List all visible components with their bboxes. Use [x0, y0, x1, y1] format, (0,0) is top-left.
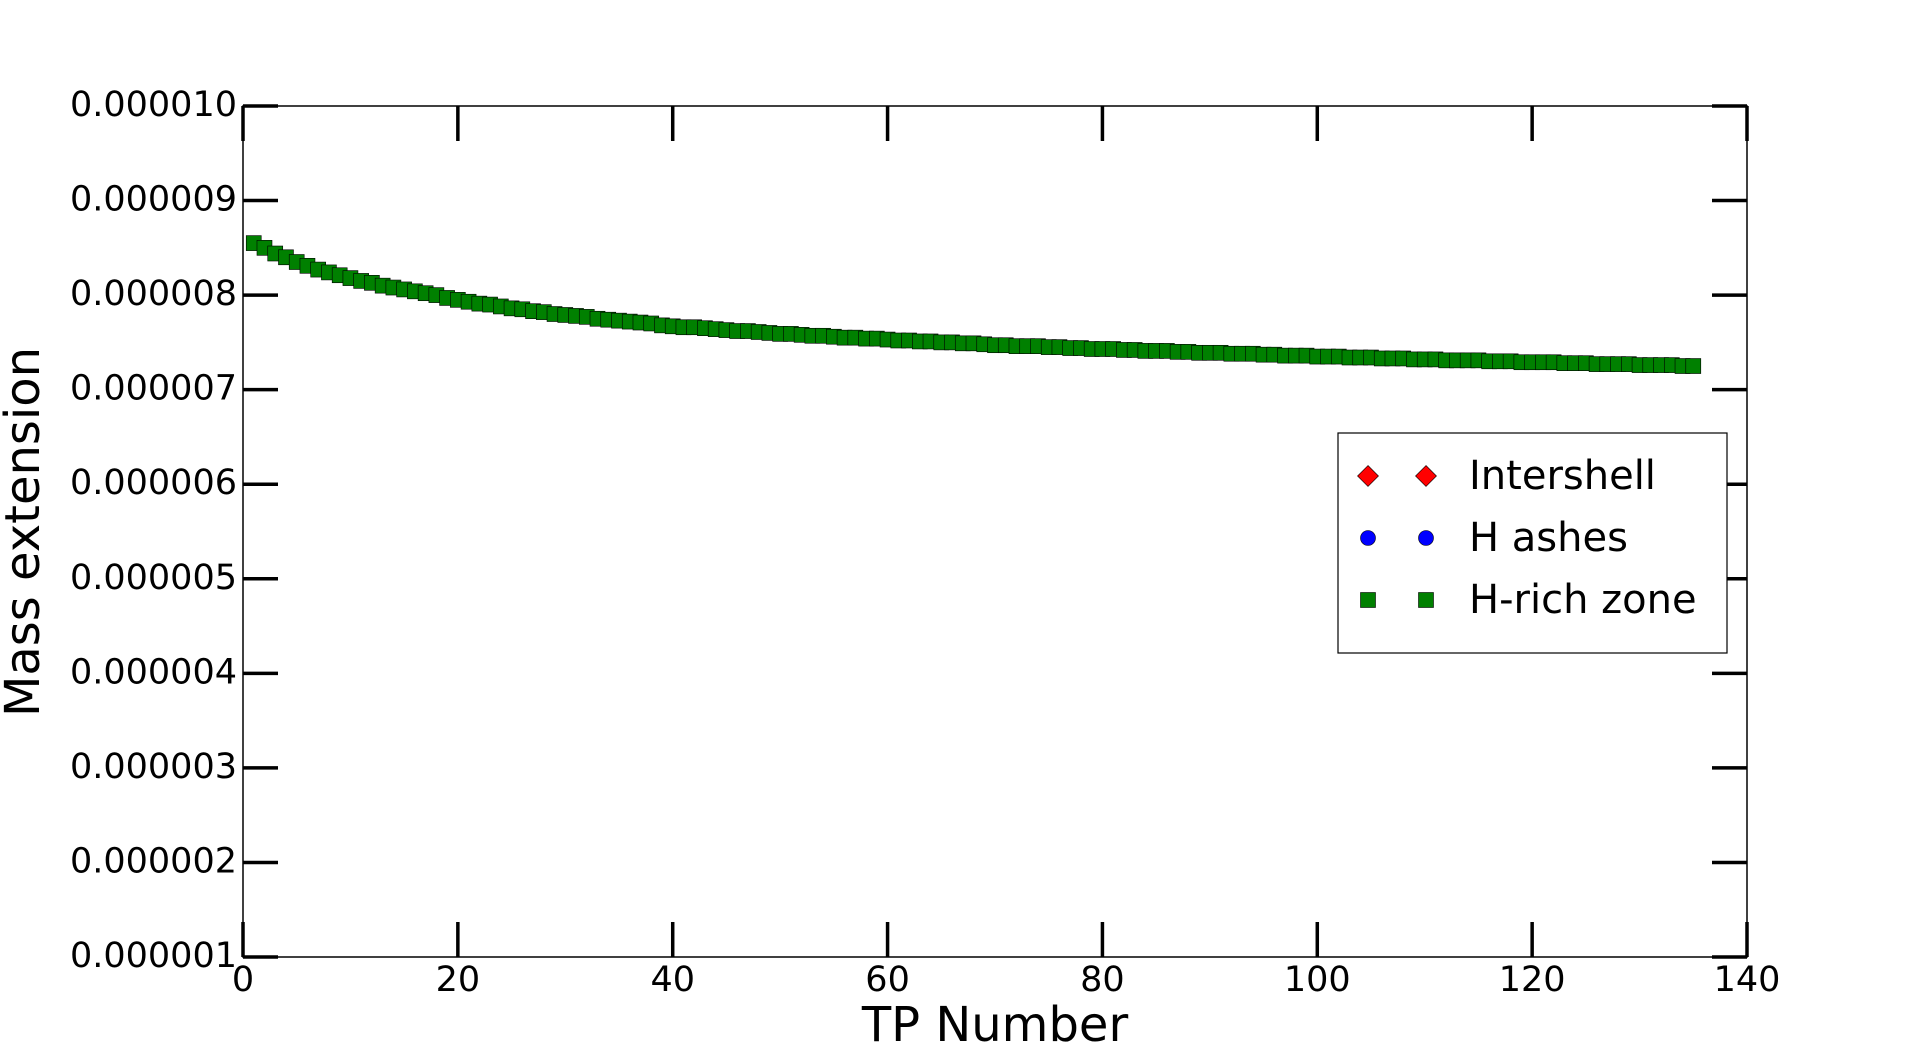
legend-box	[1337, 432, 1728, 654]
x-tick-label: 20	[436, 960, 481, 1000]
y-tick-label: 0.000005	[70, 558, 237, 598]
x-tick-label: 120	[1499, 960, 1566, 1000]
legend-marker	[1360, 592, 1376, 608]
y-tick-label: 0.000004	[70, 652, 237, 692]
y-tick-label: 0.000002	[70, 841, 237, 881]
x-tick-label: 0	[232, 960, 254, 1000]
legend-marker	[1360, 530, 1376, 546]
legend-marker	[1418, 592, 1434, 608]
legend-label: H ashes	[1469, 515, 1628, 561]
y-tick-label: 0.000003	[70, 747, 237, 787]
x-tick-label: 140	[1714, 960, 1781, 1000]
legend-marker	[1357, 465, 1379, 487]
y-axis-label: Mass extension	[0, 347, 51, 717]
point	[1685, 358, 1702, 374]
legend-marker	[1415, 465, 1437, 487]
legend-label: H-rich zone	[1469, 577, 1697, 623]
x-tick-label: 60	[865, 960, 910, 1000]
x-axis-label: TP Number	[861, 997, 1129, 1052]
y-tick-label: 0.000010	[70, 85, 237, 125]
y-tick-label: 0.000009	[70, 180, 237, 220]
y-tick-label: 0.000007	[70, 369, 237, 409]
x-tick-label: 40	[650, 960, 695, 1000]
y-tick-label: 0.000006	[70, 463, 237, 503]
x-tick-label: 80	[1080, 960, 1125, 1000]
plot-frame	[242, 105, 1748, 958]
x-tick-label: 100	[1284, 960, 1351, 1000]
legend-label: Intershell	[1469, 453, 1656, 499]
y-tick-label: 0.000008	[70, 274, 237, 314]
y-tick-label: 0.000001	[70, 936, 237, 976]
legend-marker	[1418, 530, 1434, 546]
